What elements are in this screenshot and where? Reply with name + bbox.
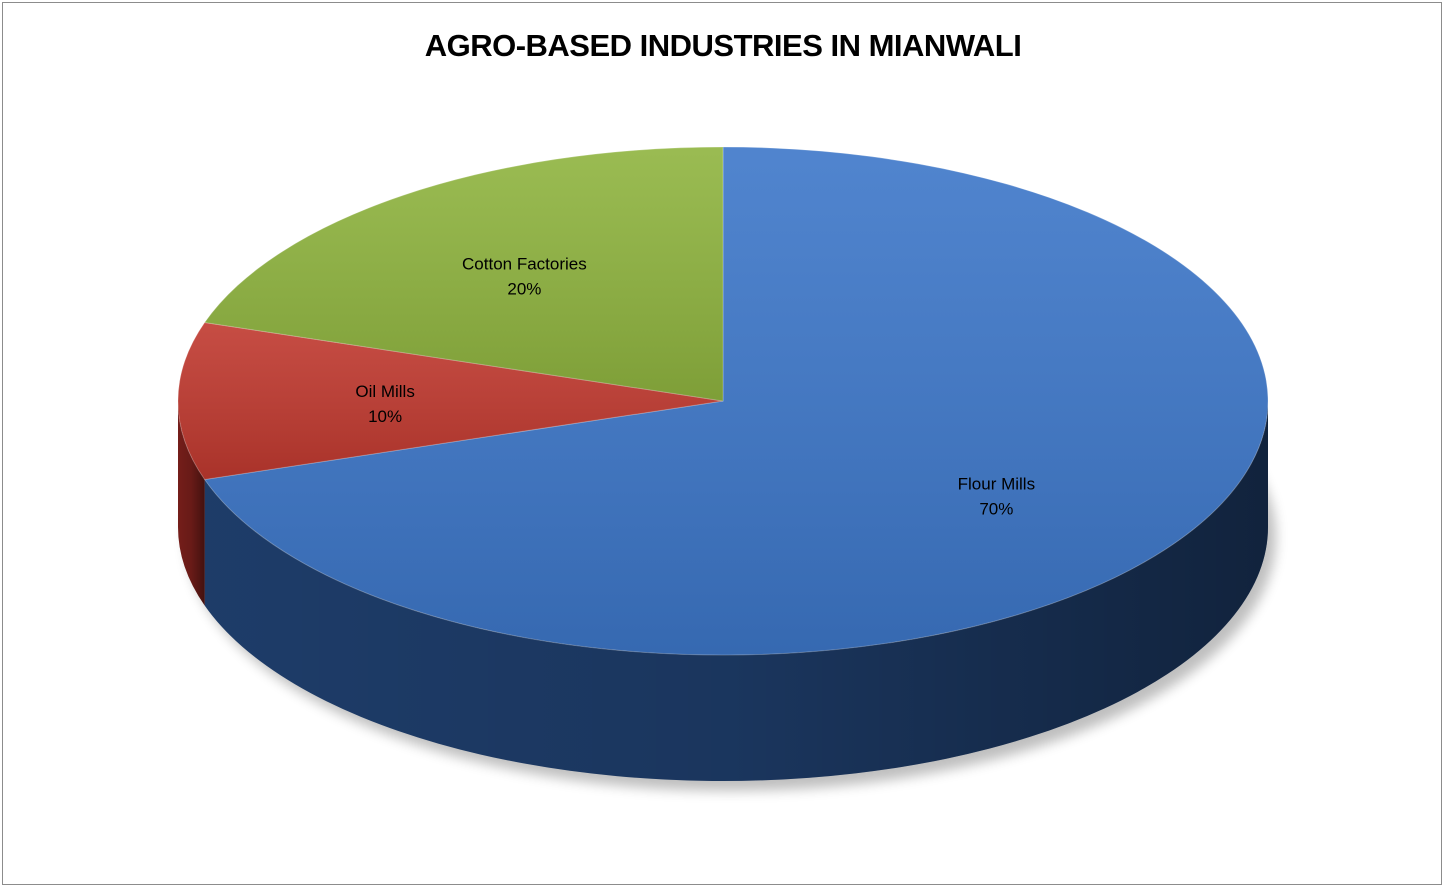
pie-slice-shade [204, 147, 724, 401]
slice-value-flour-mills: 70% [979, 500, 1013, 519]
pie-side-shade [204, 401, 1269, 782]
pie-side-shade [178, 401, 205, 606]
pie-slice-shade [204, 147, 1268, 655]
slice-label-oil-mills: Oil Mills [355, 382, 415, 401]
pie-sides [178, 401, 1269, 782]
slice-label-flour-mills: Flour Mills [958, 475, 1035, 494]
pie-slice-shade [177, 322, 724, 480]
pie-top [177, 146, 1269, 656]
slice-value-oil-mills: 10% [368, 407, 402, 426]
slice-value-cotton-factories: 20% [507, 280, 541, 299]
pie-labels: Flour Mills 70% Oil Mills 10% Cotton Factori… [355, 255, 1035, 519]
slice-label-cotton-factories: Cotton Factories [462, 255, 587, 274]
chart-title: AGRO-BASED INDUSTRIES IN MIANWALI [424, 28, 1022, 63]
